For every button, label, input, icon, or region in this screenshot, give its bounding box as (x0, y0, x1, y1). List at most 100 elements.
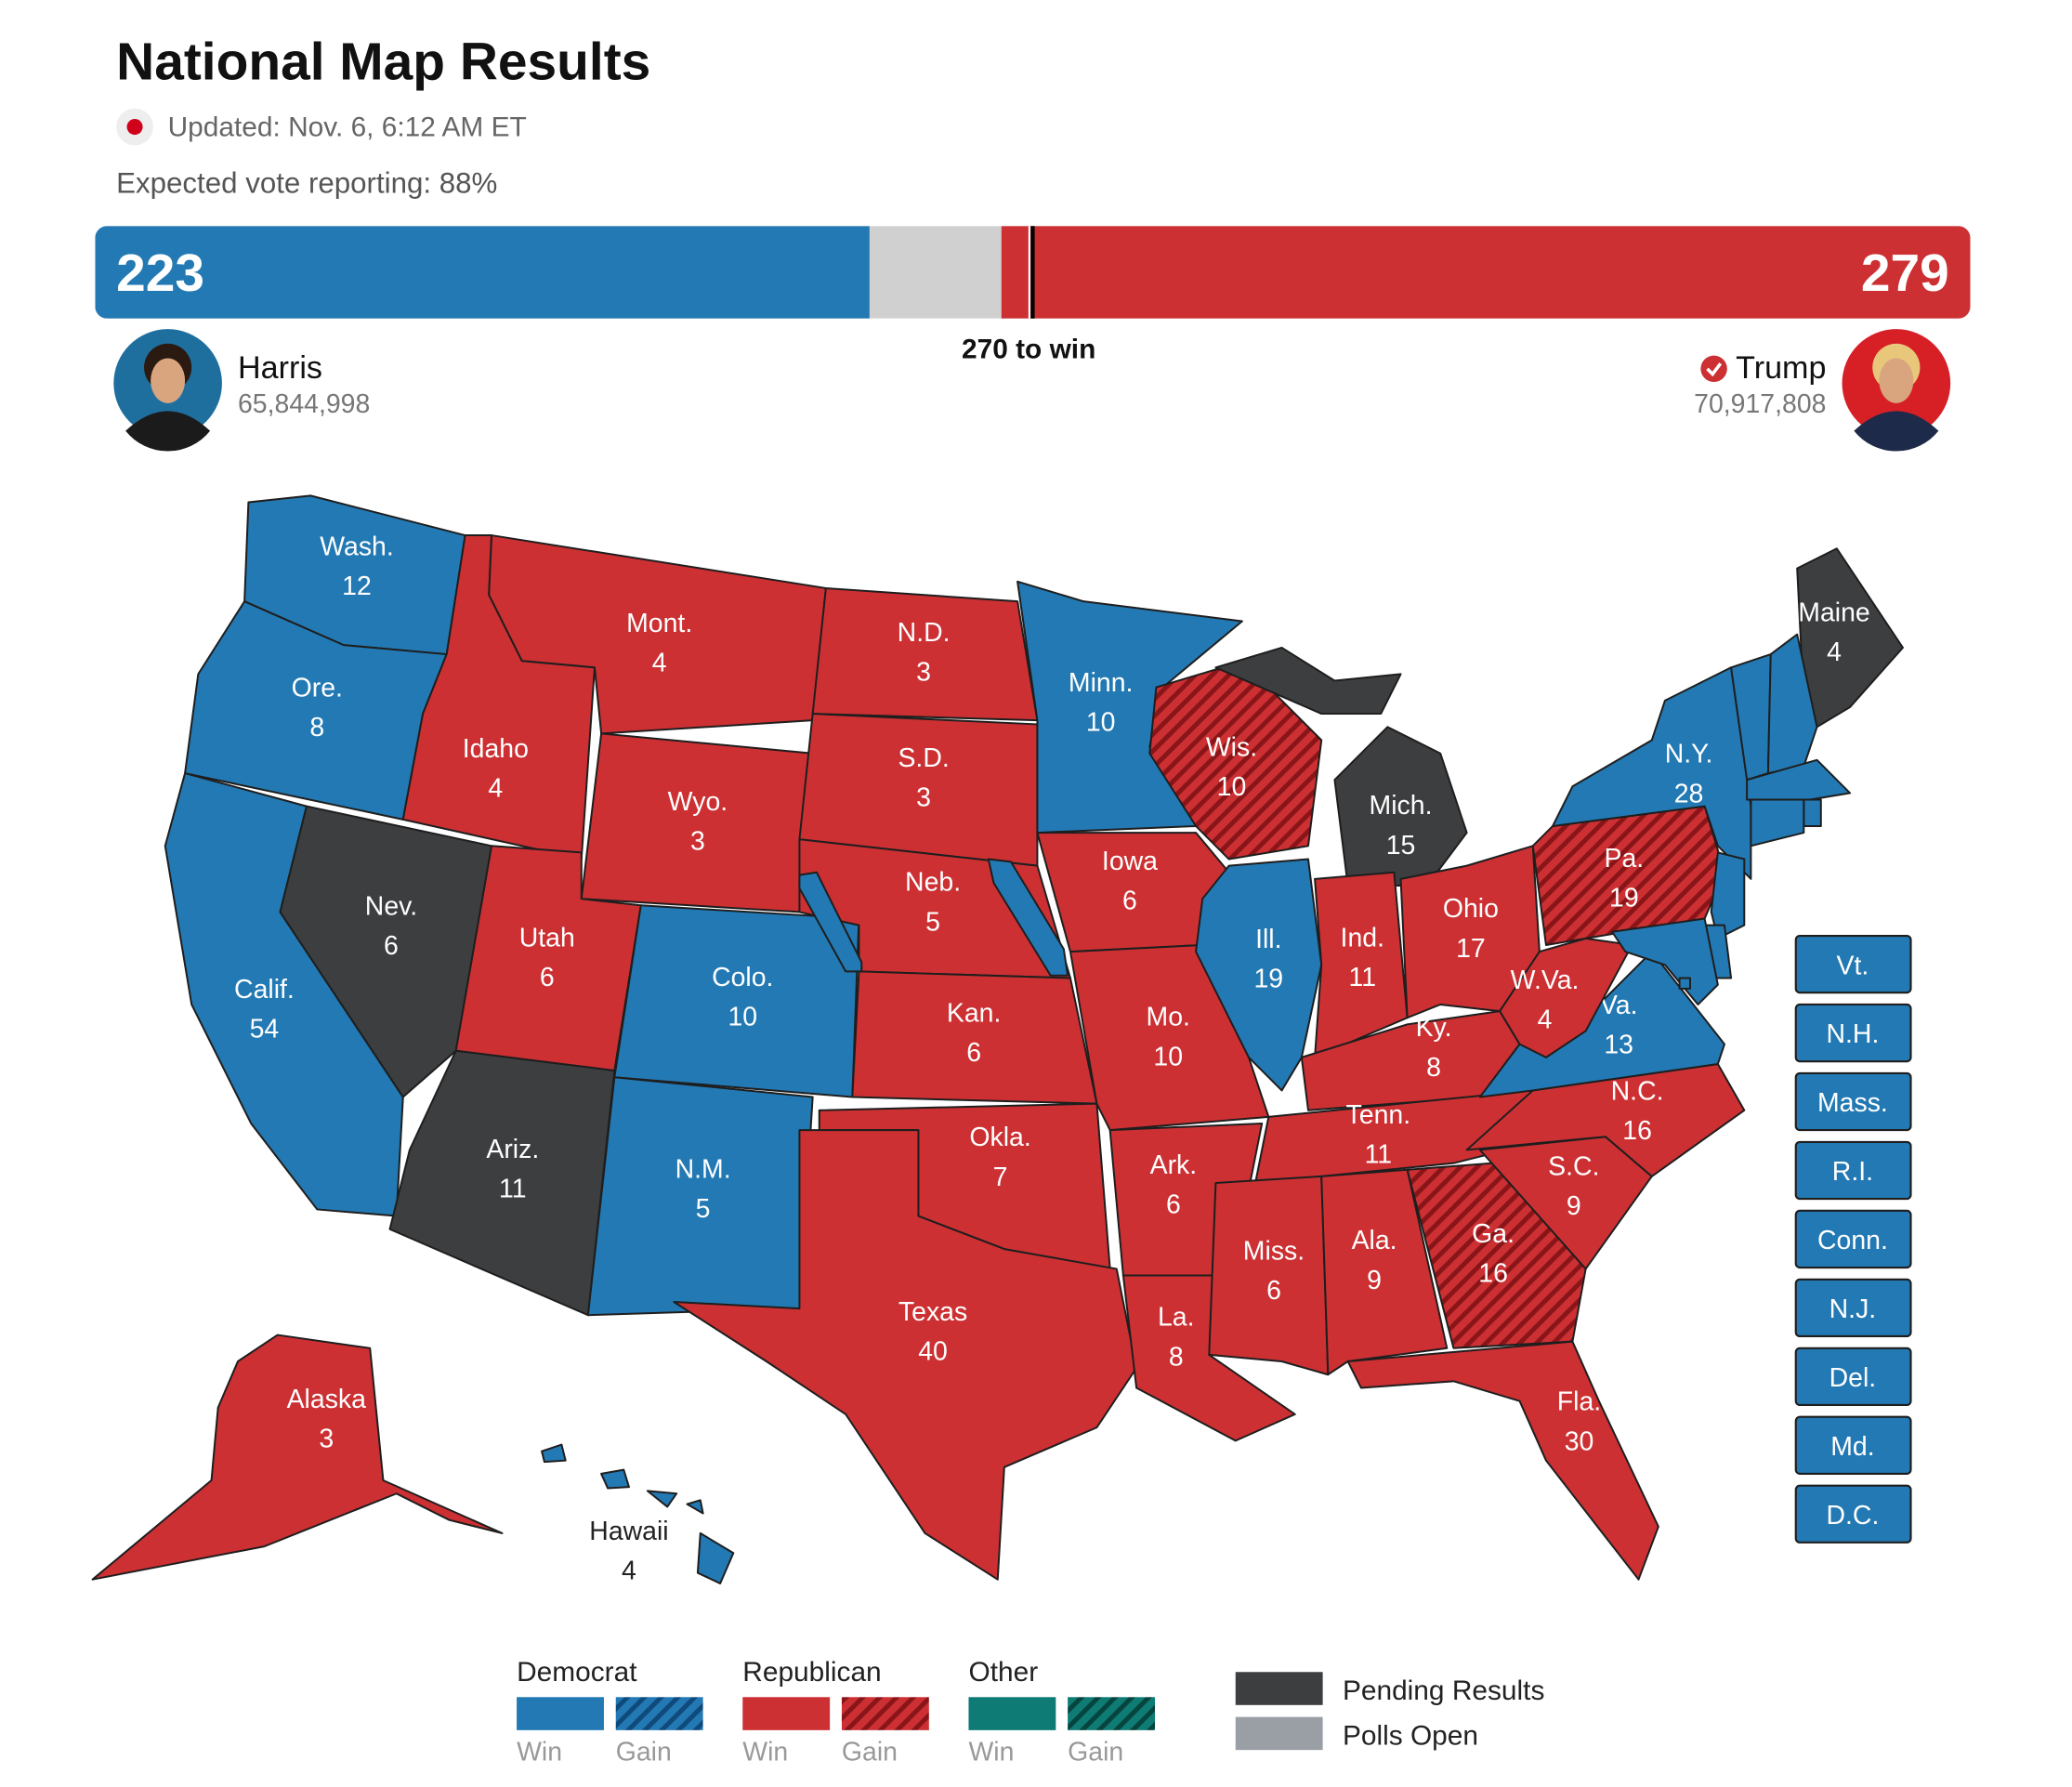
state-votes: 13 (1604, 1031, 1633, 1060)
state-votes: 3 (319, 1424, 334, 1453)
state-shape[interactable] (673, 1129, 1138, 1581)
state-label: Kan. (947, 998, 1001, 1028)
small-state-box[interactable] (1794, 1209, 1912, 1269)
legend-group: Democrat (517, 1657, 637, 1688)
small-state-label: Conn. (1817, 1226, 1888, 1255)
state-label: Calif. (234, 975, 295, 1005)
state-votes: 6 (1122, 887, 1137, 916)
state-votes: 8 (1169, 1342, 1184, 1372)
state-shape[interactable] (1766, 633, 1818, 775)
state-shape[interactable] (1195, 858, 1323, 1092)
winner-check-mark (1706, 362, 1723, 377)
candidate-photo-body (125, 411, 211, 452)
state-shape[interactable] (1346, 1340, 1659, 1581)
small-state-label: Md. (1830, 1432, 1874, 1462)
small-state-box[interactable] (1794, 1278, 1912, 1338)
electoral-bar (95, 226, 1971, 319)
state-shape[interactable] (279, 805, 493, 1098)
state-label: Ariz. (486, 1135, 539, 1164)
harris-name: Harris (238, 350, 322, 386)
state-votes: 9 (1367, 1266, 1382, 1295)
state-shape[interactable] (1750, 798, 1805, 848)
state-label: Ind. (1341, 923, 1384, 953)
state-shape[interactable] (1678, 977, 1691, 990)
state-label: N.C. (1611, 1076, 1664, 1106)
state-label: Minn. (1069, 668, 1134, 698)
state-label: Iowa (1102, 847, 1158, 876)
small-state-box[interactable] (1794, 1071, 1912, 1132)
state-shape[interactable] (613, 904, 860, 1098)
candidate-photo-face (151, 358, 186, 403)
legend-gain-swatch (1068, 1697, 1155, 1730)
legend-gain-label: Gain (616, 1738, 672, 1767)
state-label: Ga. (1472, 1219, 1515, 1249)
state-shape[interactable] (91, 1334, 504, 1581)
state-label: Idaho (463, 734, 529, 764)
small-state-label: R.I. (1832, 1157, 1873, 1187)
state-votes: 3 (690, 827, 705, 857)
state-label: N.Y. (1665, 740, 1713, 769)
trump-popular-vote: 70,917,808 (1694, 389, 1826, 419)
state-shape[interactable] (541, 1443, 735, 1584)
state-votes: 17 (1456, 934, 1486, 964)
state-votes: 15 (1386, 831, 1416, 861)
legend-gain-swatch (615, 1697, 703, 1730)
state-votes: 30 (1565, 1426, 1594, 1456)
state-shape[interactable] (1803, 798, 1822, 827)
state-shape[interactable] (1314, 871, 1409, 1058)
state-shape[interactable] (1208, 1175, 1330, 1376)
state-votes: 8 (309, 713, 324, 742)
legend-win-swatch (742, 1697, 831, 1730)
state-shape[interactable] (388, 1049, 616, 1317)
small-state-box[interactable] (1794, 1415, 1912, 1475)
trump-electoral-votes: 279 (1861, 243, 1949, 303)
trump-bar (1001, 226, 1971, 319)
state-shape[interactable] (1746, 758, 1852, 801)
state-label: Ala. (1352, 1226, 1397, 1255)
state-votes: 12 (342, 572, 372, 601)
candidate-photo-body (1854, 411, 1939, 452)
state-label: Va. (1600, 991, 1638, 1020)
small-state-box[interactable] (1794, 1140, 1912, 1201)
state-votes: 5 (925, 907, 940, 937)
state-votes: 54 (250, 1015, 280, 1045)
state-shape[interactable] (811, 586, 1039, 722)
state-label: W.Va. (1511, 966, 1580, 995)
small-state-box[interactable] (1794, 1484, 1912, 1544)
state-label: Neb. (905, 868, 961, 898)
state-votes: 10 (1153, 1042, 1183, 1071)
small-state-box[interactable] (1794, 1003, 1912, 1063)
state-label: Mont. (626, 609, 692, 638)
state-label: Texas (898, 1297, 967, 1327)
legend-gain-label: Gain (1068, 1738, 1123, 1767)
state-label: Ark. (1150, 1150, 1198, 1180)
us-map: Wash.12Ore.8Calif.54Idaho4Nev.6Mont.4Wyo… (91, 494, 1912, 1586)
legend-swatch (1235, 1716, 1323, 1751)
state-label: N.M. (675, 1154, 731, 1184)
state-votes: 16 (1622, 1116, 1652, 1146)
state-shape[interactable] (1796, 547, 1904, 729)
state-shape[interactable] (1499, 937, 1633, 1058)
state-label: Mich. (1370, 791, 1433, 821)
small-state-box[interactable] (1794, 934, 1912, 994)
legend-group: Other (968, 1657, 1038, 1688)
legend-win-swatch (517, 1697, 604, 1730)
state-label: Miss. (1243, 1236, 1305, 1266)
state-votes: 6 (540, 963, 555, 992)
state-shape[interactable] (1406, 1162, 1587, 1349)
state-label: Maine (1798, 598, 1869, 627)
state-label: Utah (519, 923, 575, 953)
state-shape[interactable] (1710, 851, 1746, 939)
small-state-label: Del. (1829, 1363, 1877, 1393)
state-votes: 6 (384, 931, 399, 961)
small-state-label: Mass. (1817, 1088, 1888, 1118)
state-label: Nev. (365, 891, 417, 921)
state-shape[interactable] (580, 732, 814, 913)
state-votes: 11 (1365, 1140, 1393, 1170)
state-label: Colo. (712, 963, 773, 992)
state-votes: 4 (488, 774, 503, 804)
state-shape[interactable] (1320, 1168, 1449, 1376)
small-state-box[interactable] (1794, 1347, 1912, 1407)
updated-time: Updated: Nov. 6, 6:12 AM ET (168, 112, 527, 142)
state-shape[interactable] (1611, 917, 1719, 1005)
